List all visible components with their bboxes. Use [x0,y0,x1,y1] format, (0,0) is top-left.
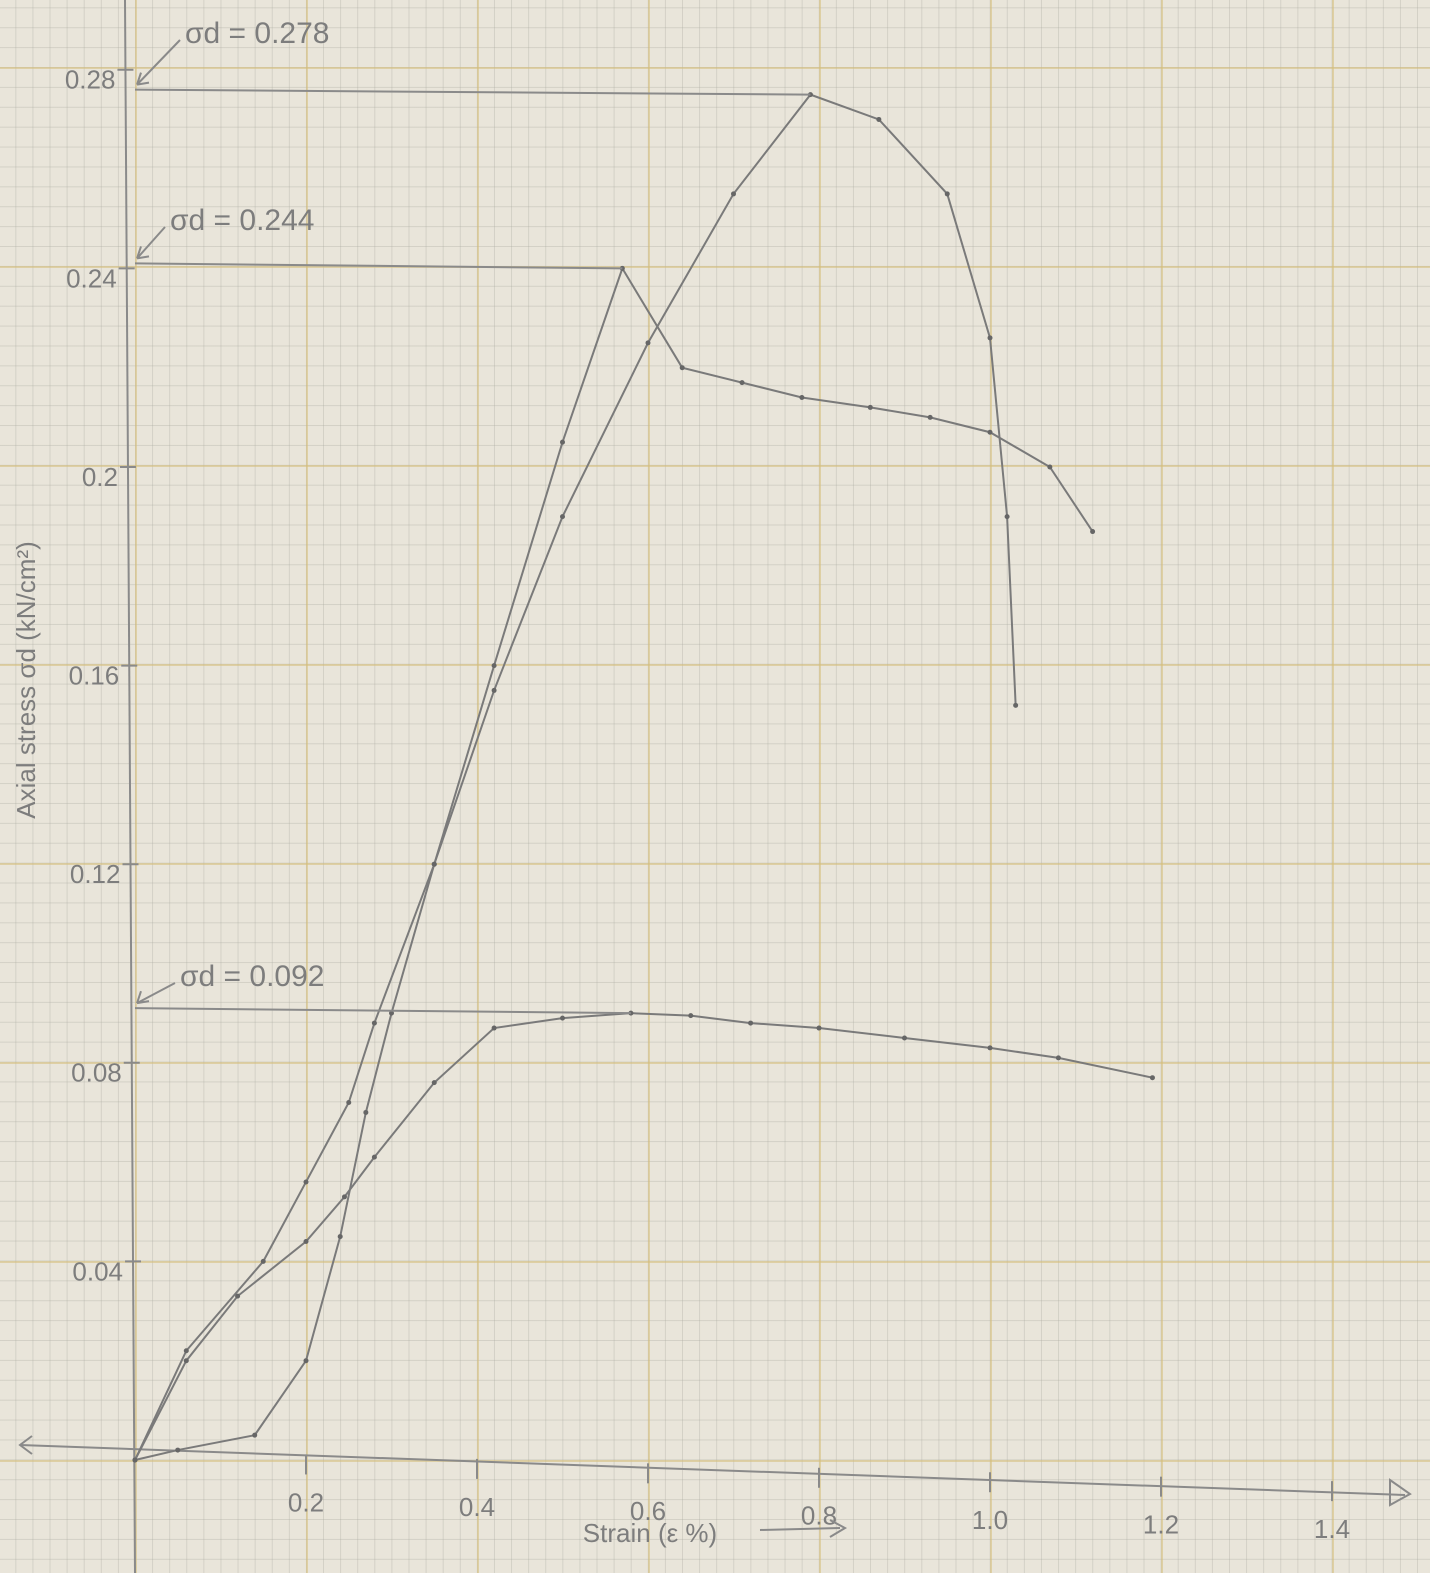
peak-line [134,262,623,270]
data-point [346,1100,352,1106]
data-point [987,429,993,435]
data-point [491,1025,497,1031]
data-point [944,191,950,197]
data-point [1055,1055,1061,1061]
x-tick-label: 0.6 [630,1496,666,1526]
y-axis [124,0,136,1573]
data-point [175,1447,181,1453]
data-point [303,1358,309,1364]
annotation-arrow [136,39,181,86]
data-point [816,1025,822,1031]
data-point [1004,514,1010,520]
y-axis-label: Axial stress σd (kN/cm²) [11,541,41,819]
y-tick-label: 0.24 [66,263,117,293]
data-point [927,414,933,420]
annotation: σd = 0.092 [180,960,324,993]
data-point [1013,702,1019,708]
data-point [371,1020,377,1026]
data-point [341,1194,347,1200]
data-point [371,1154,377,1160]
y-tick-label: 0.16 [69,660,120,690]
data-point [183,1348,189,1354]
data-point [431,861,437,867]
peak-line [134,1007,631,1015]
annotation: σd = 0.244 [170,204,314,237]
data-point [867,404,873,410]
data-point [560,439,565,445]
data-point [799,394,805,400]
data-point [1149,1075,1155,1081]
x-tick-label: 0.4 [459,1492,495,1522]
data-point [431,1080,437,1086]
x-axis-label: Strain (ε %) [583,1518,717,1548]
data-point [260,1258,266,1264]
x-tick-label: 1.2 [1143,1510,1179,1540]
series-line [134,266,1094,1461]
data-point [739,380,745,386]
annotation: σd = 0.278 [185,17,329,50]
x-label-arrow [759,1519,848,1538]
x-tick-label: 0.2 [288,1487,324,1517]
data-point [987,1045,993,1051]
x-axis-arrow [1389,1478,1412,1507]
data-point [560,514,565,520]
y-tick-label: 0.04 [72,1256,123,1286]
series-line [134,1012,1153,1461]
data-point [132,1457,138,1463]
y-tick-label: 0.2 [82,462,118,492]
x-axis [19,1444,1406,1496]
y-tick-label: 0.28 [65,65,116,95]
data-point [731,191,736,197]
data-point [1090,529,1096,535]
data-point [987,335,993,341]
data-point [1047,464,1053,470]
data-point [645,340,651,346]
x-tick-label: 1.4 [1314,1514,1350,1544]
data-point [902,1035,907,1041]
annotation-arrow [136,982,176,1005]
data-point [679,365,685,371]
data-point [560,1015,565,1021]
data-point [337,1234,343,1240]
data-point [183,1358,189,1364]
data-point [363,1109,369,1115]
data-point [688,1013,694,1019]
x-tick-label: 0.8 [801,1501,837,1531]
data-point [252,1432,258,1438]
data-point [303,1239,309,1245]
annotation-arrow [136,226,166,260]
series-line [134,93,1017,1461]
data-point [491,663,497,669]
data-point [748,1020,754,1026]
data-point [876,116,882,122]
y-tick-label: 0.08 [71,1058,122,1088]
data-point [235,1293,241,1299]
x-axis-arrow-left [18,1435,33,1455]
data-point [389,1010,394,1016]
x-tick-label: 1.0 [972,1505,1008,1535]
y-tick-label: 0.12 [70,859,121,889]
peak-line [134,88,811,96]
data-point [303,1179,309,1185]
data-point [491,687,497,693]
